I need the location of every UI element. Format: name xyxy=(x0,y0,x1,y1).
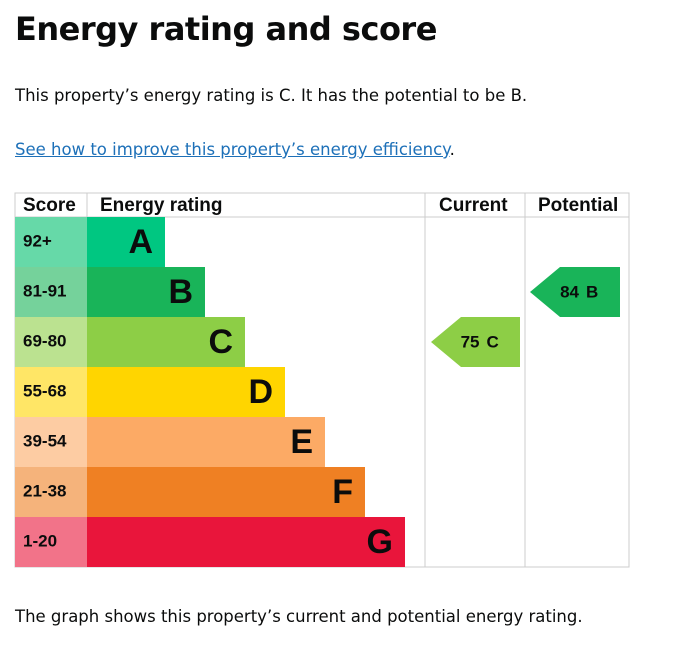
current-arrow xyxy=(431,317,520,367)
score-label: 21-38 xyxy=(23,481,66,500)
score-cell xyxy=(15,467,87,517)
score-label: 1-20 xyxy=(23,531,57,550)
rating-letter: D xyxy=(248,373,273,411)
score-cell xyxy=(15,217,87,267)
rating-bar xyxy=(87,267,205,317)
score-cell xyxy=(15,367,87,417)
score-label: 55-68 xyxy=(23,381,66,400)
current-band: C xyxy=(487,332,499,351)
column-header: Current xyxy=(439,195,508,216)
column-header: Potential xyxy=(538,195,618,216)
score-cell xyxy=(15,317,87,367)
score-cell xyxy=(15,267,87,317)
rating-bar xyxy=(87,367,285,417)
score-cell xyxy=(15,417,87,467)
rating-letter: F xyxy=(332,473,353,511)
score-cell xyxy=(15,517,87,567)
rating-letter: G xyxy=(367,523,393,561)
rating-letter: A xyxy=(128,223,153,261)
rating-bar xyxy=(87,217,165,267)
rating-bar xyxy=(87,467,365,517)
score-label: 81-91 xyxy=(23,281,66,300)
current-score: 75 xyxy=(461,332,480,351)
rating-letter: B xyxy=(168,273,193,311)
potential-score: 84 xyxy=(560,282,579,301)
heading: Energy rating and score xyxy=(15,10,437,48)
potential-arrow xyxy=(530,267,620,317)
potential-band: B xyxy=(586,282,598,301)
column-header: Energy rating xyxy=(100,195,222,216)
improve-link[interactable]: See how to improve this property’s energ… xyxy=(15,140,450,159)
score-label: 39-54 xyxy=(23,431,67,450)
column-header: Score xyxy=(23,195,76,216)
rating-bar xyxy=(87,317,245,367)
link-line: See how to improve this property’s energ… xyxy=(15,140,455,159)
rating-bar xyxy=(87,517,405,567)
score-label: 69-80 xyxy=(23,331,66,350)
score-label: 92+ xyxy=(23,231,52,250)
link-suffix: . xyxy=(449,140,455,159)
rating-bar xyxy=(87,417,325,467)
rating-letter: E xyxy=(290,423,313,461)
footer: The graph shows this property’s current … xyxy=(15,607,583,626)
summary: This property’s energy rating is C. It h… xyxy=(15,86,528,105)
rating-letter: C xyxy=(208,323,233,361)
